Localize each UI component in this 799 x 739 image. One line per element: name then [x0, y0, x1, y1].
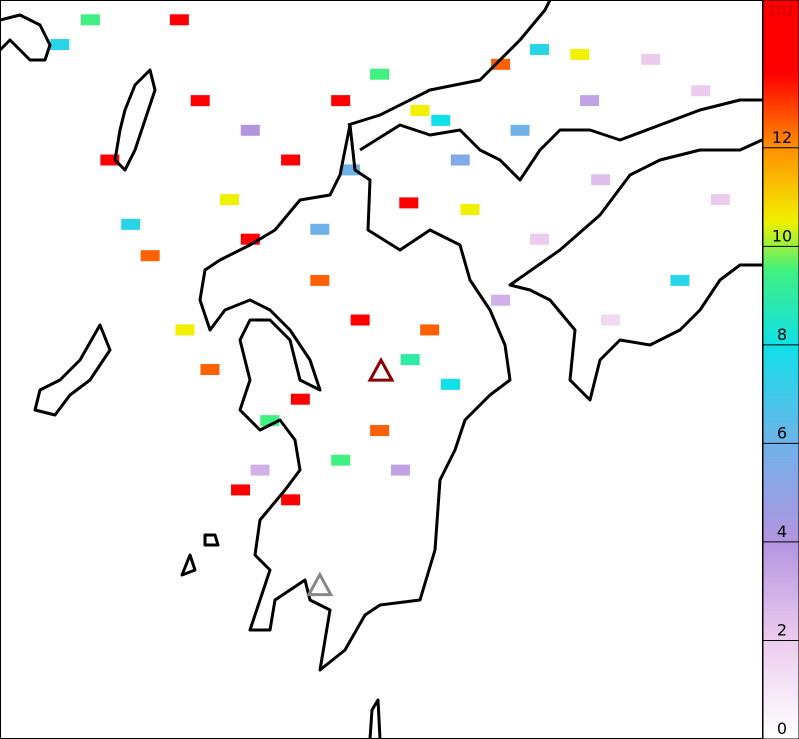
coast-shikoku [508, 138, 763, 402]
so2-pixel [460, 203, 480, 215]
so2-pixel [290, 393, 310, 405]
so2-pixel [370, 425, 390, 437]
so2-pixel [570, 48, 590, 60]
so2-pixel [200, 364, 220, 375]
coast-islet [180, 533, 220, 577]
so2-pixel [310, 223, 330, 235]
colorbar-ticks: 0 2 4 6 8 10 12 [763, 128, 799, 739]
colorbar-tick-label: 4 [777, 522, 787, 541]
so2-pixel [281, 154, 301, 166]
so2-pixel [281, 494, 301, 506]
so2-pixel [591, 174, 611, 186]
so2-pixel [710, 194, 730, 206]
colorbar [762, 0, 799, 739]
so2-pixel [491, 294, 511, 306]
colorbar-tick-label: 2 [777, 620, 787, 639]
volcano-marker [306, 571, 334, 597]
colorbar-tick-label: 10 [772, 226, 792, 245]
volcano-marker [367, 357, 395, 382]
so2-pixel [121, 218, 141, 230]
so2-pixel [441, 378, 461, 390]
coast-honshu [347, 0, 762, 182]
so2-pixel [340, 164, 360, 176]
so2-pixel [169, 14, 189, 26]
colorbar-tick-label: 8 [777, 325, 787, 344]
so2-pixel [600, 314, 620, 326]
volcano-layer [306, 357, 395, 597]
coast-tsushima [113, 68, 157, 172]
so2-pixel [670, 274, 690, 286]
map-background [0, 0, 762, 739]
so2-pixel [310, 274, 330, 286]
so2-pixel [175, 324, 195, 336]
coast-korea [0, 13, 52, 62]
so2-pixel [390, 464, 410, 476]
so2-pixel [231, 484, 251, 496]
so2-pixel [530, 43, 550, 55]
coast-kyushu [198, 123, 512, 672]
so2-pixel [491, 58, 511, 70]
so2-pixel [580, 95, 600, 107]
so2-pixel [331, 454, 351, 466]
colorbar-tick-label: 12 [772, 128, 792, 147]
so2-pixel [250, 464, 270, 476]
so2-pixel [420, 324, 440, 336]
so2-pixel [50, 39, 70, 51]
so2-pixel [260, 415, 280, 427]
coast-goto [33, 323, 112, 417]
coast-tanegashima [368, 698, 382, 739]
so2-pixel [641, 53, 661, 65]
so2-pixel [140, 250, 160, 262]
so2-pixel [510, 124, 530, 136]
so2-pixel [350, 314, 370, 326]
so2-pixel [400, 354, 420, 366]
so2-pixel [190, 95, 210, 107]
so2-pixel [691, 85, 711, 97]
so2-pixel [240, 124, 260, 136]
so2-pixel [399, 197, 419, 209]
coastlines [0, 0, 763, 739]
so2-pixel [331, 95, 351, 107]
so2-pixel [219, 194, 239, 206]
so2-pixel [450, 154, 470, 166]
so2-pixel [530, 233, 550, 245]
so2-pixel [80, 14, 100, 26]
pixel-layer [50, 14, 730, 506]
colorbar-tick-label: 0 [777, 719, 787, 738]
so2-pixel [431, 114, 451, 126]
colorbar-tick-label: 6 [777, 423, 787, 442]
so2-pixel [240, 233, 260, 245]
so2-pixel [410, 105, 430, 117]
colorbar-label: DU [769, 2, 794, 20]
so2-pixel [100, 154, 120, 166]
so2-pixel [370, 68, 390, 80]
